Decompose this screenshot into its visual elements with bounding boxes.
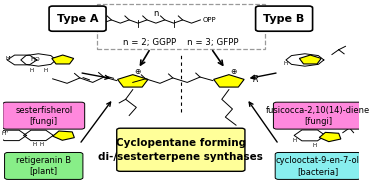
Text: Cyclopentane forming
di-/sesterterpene synthases: Cyclopentane forming di-/sesterterpene s… — [98, 138, 263, 162]
Polygon shape — [319, 132, 341, 142]
Text: H': H' — [6, 56, 11, 61]
FancyBboxPatch shape — [49, 6, 106, 31]
Polygon shape — [53, 131, 74, 140]
Polygon shape — [52, 55, 74, 64]
FancyBboxPatch shape — [3, 102, 85, 129]
FancyBboxPatch shape — [256, 6, 313, 31]
Text: ⊕: ⊕ — [135, 66, 141, 75]
FancyBboxPatch shape — [117, 128, 245, 171]
Text: H: H — [32, 142, 36, 148]
Text: HO: HO — [31, 57, 40, 62]
Text: HO: HO — [303, 123, 313, 128]
Text: n: n — [153, 9, 159, 18]
Text: sesterfisherol
[fungi]: sesterfisherol [fungi] — [15, 106, 72, 126]
FancyBboxPatch shape — [273, 102, 363, 129]
Text: retigeranin B
[plant]: retigeranin B [plant] — [16, 156, 71, 176]
Text: Type A: Type A — [57, 14, 98, 24]
FancyBboxPatch shape — [97, 4, 265, 49]
Polygon shape — [118, 75, 148, 87]
Text: ⊕: ⊕ — [231, 66, 237, 75]
Text: H: H — [284, 61, 288, 66]
Text: H: H — [29, 68, 34, 73]
Text: fusicocca-2,10(14)-diene
[fungi]: fusicocca-2,10(14)-diene [fungi] — [266, 106, 370, 126]
Text: cyclooctat-9-en-7-ol
[bacteria]: cyclooctat-9-en-7-ol [bacteria] — [276, 156, 360, 176]
Text: OPP: OPP — [202, 17, 216, 23]
Text: H'': H'' — [1, 131, 8, 136]
Text: n = 2; GGPP    n = 3; GFPP: n = 2; GGPP n = 3; GFPP — [123, 38, 239, 47]
Polygon shape — [299, 55, 321, 64]
FancyBboxPatch shape — [5, 152, 83, 179]
Text: H: H — [292, 138, 296, 143]
FancyBboxPatch shape — [275, 152, 361, 179]
Text: Type B: Type B — [263, 14, 305, 24]
Text: H: H — [43, 68, 47, 73]
Text: H: H — [312, 143, 316, 148]
Text: R: R — [253, 75, 259, 84]
Text: H: H — [39, 142, 43, 148]
Polygon shape — [214, 75, 244, 87]
